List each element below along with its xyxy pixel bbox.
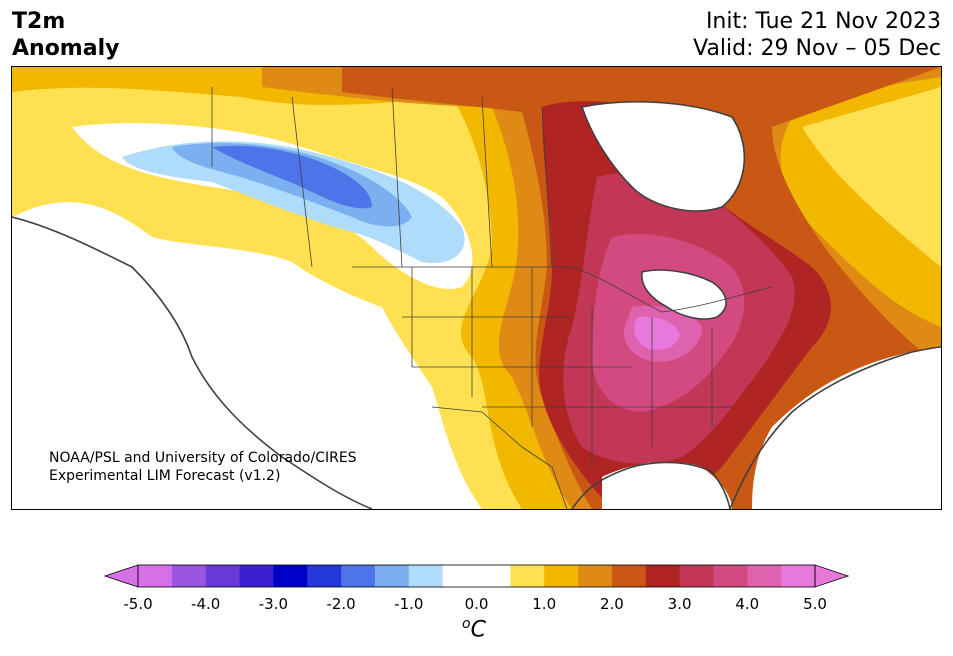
colorbar-tick-label: -1.0 [394,595,423,613]
anomaly-band-light-blue [122,141,465,263]
province-borders [211,86,553,268]
colorbar: -5.0 -4.0 -3.0 -2.0 -1.0 0.0 1.0 2.0 3.0 4.0 5.0 [103,564,850,613]
colorbar-cell [374,565,410,587]
colorbar-tick-label: 0.0 [465,595,489,613]
colorbar-tick-label: -3.0 [259,595,288,613]
colorbar-cell [239,565,274,587]
colorbar-cell [679,565,714,587]
colorbar-extend-low [103,564,139,588]
title-line-2: Anomaly [12,36,120,61]
colorbar-cell [544,565,579,587]
colorbar-cell [171,565,207,587]
colorbar-tick-label: 4.0 [735,595,759,613]
hudson-bay [582,101,745,211]
coastline-west [12,216,373,509]
colorbar-cell [611,565,647,587]
anomaly-band-blue [212,145,372,209]
anomaly-band-magenta [634,316,680,350]
colorbar-cell [578,565,613,587]
map-title: T2m Anomaly [12,8,119,62]
colorbar-cell [138,565,173,587]
credit-line-1: NOAA/PSL and University of Colorado/CIRE… [49,450,357,466]
colorbar-tick-label: 2.0 [600,595,624,613]
colorbar-tick-label: -5.0 [123,595,152,613]
colorbar-cell [307,565,342,587]
colorbar-cell [645,565,681,587]
pacific-ocean [12,217,372,509]
colorbar-cell [781,565,816,587]
credit-text: NOAA/PSL and University of Colorado/CIRE… [49,449,357,485]
state-borders [402,267,732,467]
mexico-border [431,406,568,509]
coastline-gulf [571,461,731,509]
colorbar-cell [408,565,444,587]
hudson-bay-shore [581,101,746,212]
colorbar-tick-label: 1.0 [532,595,556,613]
init-date: Init: Tue 21 Nov 2023 [705,9,941,34]
colorbar-cell [205,565,241,587]
anomaly-map [11,66,942,510]
colorbar-tick-label: -2.0 [326,595,355,613]
colorbar-tick-label: -4.0 [191,595,220,613]
great-lakes-outline [641,269,727,320]
valid-date: Valid: 29 Nov – 05 Dec [693,36,941,61]
colorbar-unit: oC [462,616,486,642]
colorbar-cell [713,565,748,587]
colorbar-cell [510,565,545,587]
us-canada-border [352,266,773,313]
coastline-east [729,346,941,509]
title-line-1: T2m [12,9,66,34]
credit-line-2: Experimental LIM Forecast (v1.2) [49,468,281,484]
colorbar-cell [341,565,376,587]
colorbar-cell [747,565,782,587]
gulf-of-mexico [602,461,732,509]
colorbar-cell [442,565,477,587]
forecast-dates: Init: Tue 21 Nov 2023 Valid: 29 Nov – 05… [693,8,941,62]
unit-symbol: C [470,617,486,643]
anomaly-map-svg [12,67,941,509]
colorbar-cell [273,565,308,587]
colorbar-tick-label: 5.0 [803,595,827,613]
unit-degree: o [462,616,471,632]
colorbar-tick-label: 3.0 [668,595,692,613]
colorbar-cell [476,565,511,587]
colorbar-extend-high [814,564,850,588]
colorbar-outline [137,564,816,588]
atlantic-ocean [752,347,941,509]
